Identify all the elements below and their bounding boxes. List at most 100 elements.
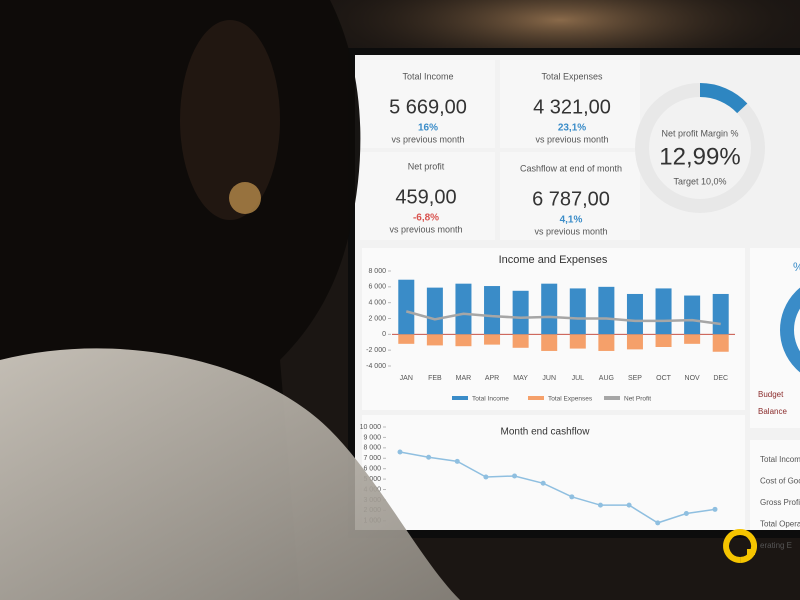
x-tick-label: SEP bbox=[628, 375, 642, 382]
kpi-note: vs previous month bbox=[535, 134, 608, 144]
y-tick-label: 7 000 bbox=[363, 455, 381, 462]
side-ring bbox=[780, 287, 800, 373]
kpi-card bbox=[500, 152, 640, 240]
side-row: Total Opera bbox=[760, 520, 800, 529]
x-tick-label: FEB bbox=[428, 375, 442, 382]
legend-swatch bbox=[452, 396, 468, 400]
kpi-change: 23,1% bbox=[558, 123, 586, 134]
bar bbox=[569, 288, 586, 335]
bar bbox=[426, 287, 443, 335]
point bbox=[483, 474, 489, 480]
legend-label: Net Profit bbox=[624, 396, 651, 403]
donut-value: 12,99% bbox=[659, 143, 740, 170]
kpi-change: -6,8% bbox=[413, 213, 439, 224]
side-panel bbox=[750, 440, 800, 530]
bar bbox=[655, 288, 672, 335]
chart-title: Month end cashflow bbox=[501, 427, 591, 438]
point bbox=[454, 458, 460, 464]
x-tick-label: AUG bbox=[599, 375, 614, 382]
y-tick-label: -4 000 bbox=[366, 363, 386, 370]
y-tick-label: 8 000 bbox=[368, 268, 386, 275]
side-row: Cost of Goo bbox=[760, 477, 800, 486]
kpi-value: 4 321,00 bbox=[533, 96, 611, 118]
bar bbox=[512, 290, 529, 335]
kpi-note: vs previous month bbox=[391, 134, 464, 144]
x-tick-label: NOV bbox=[685, 375, 701, 382]
x-tick-label: OCT bbox=[656, 375, 672, 382]
y-tick-label: 8 000 bbox=[363, 445, 381, 452]
point bbox=[397, 449, 403, 455]
y-tick-label: -2 000 bbox=[366, 347, 386, 354]
legend-label: Total Expenses bbox=[548, 396, 593, 403]
point bbox=[712, 506, 718, 512]
side-percent: % bbox=[793, 260, 800, 274]
y-tick-label: 2 000 bbox=[368, 315, 386, 322]
x-tick-label: MAY bbox=[513, 375, 528, 382]
legend-label: Total Income bbox=[472, 396, 509, 403]
donut-arc bbox=[699, 83, 748, 114]
x-tick-label: JUL bbox=[572, 375, 585, 382]
point bbox=[683, 510, 689, 516]
side-row: erating E bbox=[760, 541, 792, 550]
bar bbox=[684, 334, 701, 344]
point bbox=[626, 502, 632, 508]
bar bbox=[398, 334, 415, 344]
bar bbox=[569, 334, 586, 349]
kpi-label: Net profit bbox=[408, 161, 445, 171]
x-tick-label: APR bbox=[485, 375, 499, 382]
bar bbox=[484, 286, 501, 335]
line bbox=[405, 310, 721, 326]
point bbox=[569, 494, 575, 500]
person-shirt bbox=[0, 348, 460, 600]
point bbox=[426, 454, 432, 460]
line bbox=[399, 451, 716, 524]
bar bbox=[712, 334, 729, 352]
dashboard bbox=[360, 60, 800, 530]
bar bbox=[484, 334, 501, 345]
chart-panel bbox=[362, 415, 745, 530]
earring bbox=[229, 182, 261, 214]
kpi-label: Cashflow at end of month bbox=[520, 163, 622, 173]
legend-swatch bbox=[528, 396, 544, 400]
y-tick-label: 10 000 bbox=[360, 424, 382, 431]
bar bbox=[712, 293, 729, 335]
kpi-note: vs previous month bbox=[389, 224, 462, 234]
bar bbox=[598, 286, 615, 335]
side-row: Gross Profi bbox=[760, 498, 800, 507]
bar bbox=[541, 283, 558, 335]
x-tick-label: JUN bbox=[542, 375, 556, 382]
bar bbox=[626, 334, 643, 350]
side-label: Budget bbox=[758, 390, 784, 399]
donut-title: Net profit Margin % bbox=[661, 128, 738, 138]
logo bbox=[723, 529, 758, 563]
side-row: Total Incom bbox=[760, 455, 800, 464]
chart-title: Income and Expenses bbox=[499, 254, 608, 266]
kpi-card bbox=[360, 152, 495, 240]
bar bbox=[426, 334, 443, 346]
y-tick-label: 4 000 bbox=[368, 300, 386, 307]
bar bbox=[455, 283, 472, 335]
kpi-value: 459,00 bbox=[395, 186, 456, 208]
ear bbox=[180, 20, 280, 220]
y-tick-label: 0 bbox=[382, 331, 386, 338]
kpi-label: Total Expenses bbox=[541, 71, 603, 81]
x-tick-label: DEC bbox=[713, 375, 728, 382]
legend-swatch bbox=[604, 396, 620, 400]
kpi-card bbox=[500, 60, 640, 148]
bar bbox=[598, 334, 615, 351]
kpi-note: vs previous month bbox=[534, 226, 607, 236]
bar bbox=[398, 279, 415, 335]
x-tick-label: JAN bbox=[400, 375, 413, 382]
side-label: Balance bbox=[758, 407, 787, 416]
bar bbox=[655, 334, 672, 347]
bar bbox=[684, 295, 701, 335]
bar bbox=[541, 334, 558, 351]
point bbox=[512, 473, 518, 479]
y-tick-label: 6 000 bbox=[363, 466, 381, 473]
kpi-change: 4,1% bbox=[560, 215, 583, 226]
kpi-value: 5 669,00 bbox=[389, 96, 467, 118]
point bbox=[540, 480, 546, 486]
kpi-card bbox=[360, 60, 495, 148]
y-tick-label: 6 000 bbox=[368, 284, 386, 291]
